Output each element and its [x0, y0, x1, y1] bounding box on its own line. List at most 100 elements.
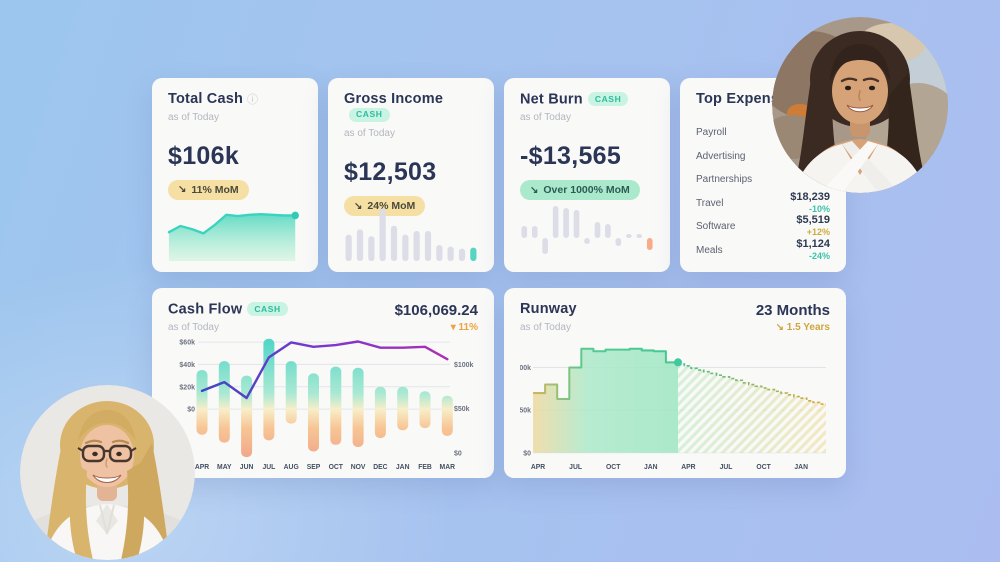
runway-title: Runway [520, 301, 577, 317]
cash-flow-card: Cash Flow CASH as of Today $106,069.24 ▾ … [152, 288, 494, 478]
gross-income-sparkbars [343, 203, 479, 261]
avatar-image [772, 17, 948, 193]
net-burn-value: -$13,565 [520, 142, 622, 171]
total-cash-mom-badge: ↘ 11% MoM [168, 179, 249, 200]
trend-down-right-icon: ↘ [775, 322, 785, 333]
expense-pct: -24% [808, 250, 830, 261]
svg-text:JAN: JAN [644, 464, 658, 471]
runway-months: 23 Months [755, 302, 830, 319]
total-cash-mom-label: 11% MoM [191, 183, 239, 196]
svg-text:JAN: JAN [794, 464, 808, 471]
cash-flow-chart: $60k $40k $20k $0 $100k $50k $0 APR MAY JUN JUL AUG… [168, 334, 478, 472]
svg-text:$60k: $60k [179, 340, 195, 347]
expense-pct: +12% [806, 227, 830, 238]
expense-label: Travel [696, 197, 724, 209]
gross-income-mom-badge: ↘ 24% MoM [344, 196, 426, 217]
cash-flow-change: ▾ 11% [395, 322, 478, 333]
net-burn-title-text: Net Burn [520, 91, 583, 108]
net-burn-mom-badge: ↘ Over 1000% MoM [520, 180, 640, 201]
trend-down-right-icon: ↘ [530, 184, 539, 196]
svg-text:APR: APR [681, 464, 695, 471]
expense-label: Payroll [696, 126, 727, 138]
expense-value-block: $1,124 -24% [796, 238, 830, 261]
svg-text:JUN: JUN [240, 464, 254, 471]
expense-label: Partnerships [696, 174, 753, 186]
cash-flow-change-label: 11% [458, 322, 478, 333]
trend-down-right-icon: ↘ [178, 184, 187, 196]
cash-flow-title: Cash Flow CASH [168, 302, 288, 318]
svg-text:OCT: OCT [606, 464, 621, 471]
net-burn-subtitle: as of Today [520, 112, 571, 124]
svg-text:$50k: $50k [520, 408, 531, 415]
gross-income-title-text: Gross Income [344, 91, 444, 107]
svg-text:SEP: SEP [307, 464, 321, 471]
cash-tag: CASH [587, 92, 629, 107]
trend-down-right-icon: ↘ [354, 200, 363, 212]
net-burn-mom-label: Over 1000% MoM [543, 184, 630, 197]
svg-text:OCT: OCT [329, 464, 344, 471]
runway-subtitle: as of Today [520, 321, 571, 333]
svg-text:AUG: AUG [284, 464, 299, 471]
gross-income-subtitle: as of Today [344, 128, 395, 140]
expense-amount: $1,124 [796, 237, 830, 250]
cash-flow-total: $106,069.24 [394, 302, 478, 319]
svg-text:MAY: MAY [217, 464, 232, 471]
cash-tag: CASH [247, 302, 288, 317]
info-icon[interactable]: ⓘ [247, 94, 259, 106]
net-burn-sparkbars [519, 203, 655, 261]
cash-flow-title-text: Cash Flow [168, 301, 243, 318]
avatar-image [20, 385, 195, 560]
svg-text:JUL: JUL [569, 464, 582, 471]
runway-change: ↘ 1.5 Years [756, 322, 830, 333]
runway-change-label: 1.5 Years [786, 322, 830, 333]
total-cash-title-text: Total Cash [168, 91, 244, 107]
expense-label: Advertising [696, 150, 746, 162]
svg-text:APR: APR [195, 464, 209, 471]
svg-text:$0: $0 [454, 450, 462, 457]
expense-row: Meals $1,124 -24% [696, 238, 830, 264]
avatar-top-right[interactable] [772, 17, 948, 193]
gross-income-card: Gross IncomeCASH as of Today $12,503 ↘ 2… [328, 78, 494, 272]
svg-text:$20k: $20k [179, 384, 195, 391]
svg-text:DEC: DEC [373, 464, 387, 471]
svg-text:MAR: MAR [440, 464, 456, 471]
svg-text:JUL: JUL [720, 464, 733, 471]
cash-flow-subtitle: as of Today [168, 322, 219, 334]
net-burn-title: Net Burn CASH [520, 92, 654, 108]
gross-income-mom-label: 24% MoM [367, 200, 416, 213]
expense-label: Software [696, 221, 736, 233]
svg-text:APR: APR [531, 464, 545, 471]
expense-row: Travel $18,239 -10% [696, 191, 830, 217]
expense-row: Software $5,519 +12% [696, 214, 830, 240]
svg-text:JAN: JAN [396, 464, 410, 471]
gross-income-title: Gross IncomeCASH [344, 91, 478, 124]
total-cash-card: Total Cash ⓘ as of Today $106k ↘ 11% MoM [152, 78, 318, 272]
svg-text:NOV: NOV [351, 464, 366, 471]
svg-text:FEB: FEB [418, 464, 432, 471]
total-cash-subtitle: as of Today [168, 111, 219, 123]
total-cash-title: Total Cash ⓘ [168, 91, 302, 108]
triangle-down-icon: ▾ [450, 322, 456, 333]
top-expenses-list: PayrollAdvertisingPartnerships$Travel$18… [696, 122, 830, 264]
svg-text:$100k: $100k [520, 365, 531, 372]
cash-tag: CASH [349, 107, 390, 123]
svg-text:$50k: $50k [454, 406, 470, 413]
svg-text:JUL: JUL [262, 464, 275, 471]
expense-value-block: $5,519 +12% [796, 214, 830, 237]
avatar-bottom-left[interactable] [20, 385, 195, 560]
total-cash-value: $106k [168, 141, 240, 170]
total-cash-sparkline [167, 203, 303, 261]
svg-text:$0: $0 [523, 450, 531, 457]
expense-row: Payroll [696, 122, 830, 146]
net-burn-card: Net Burn CASH as of Today -$13,565 ↘ Over… [504, 78, 670, 272]
svg-text:$100k: $100k [454, 362, 474, 369]
svg-text:$40k: $40k [179, 362, 195, 369]
svg-text:OCT: OCT [756, 464, 771, 471]
expense-label: Meals [696, 244, 723, 256]
expense-amount: $5,519 [796, 214, 830, 227]
expense-value-block: $18,239 -10% [790, 191, 830, 214]
expense-row: Advertising [696, 146, 830, 170]
top-expenses-title: Top Expenses [696, 91, 796, 107]
expense-amount: $18,239 [790, 190, 830, 203]
